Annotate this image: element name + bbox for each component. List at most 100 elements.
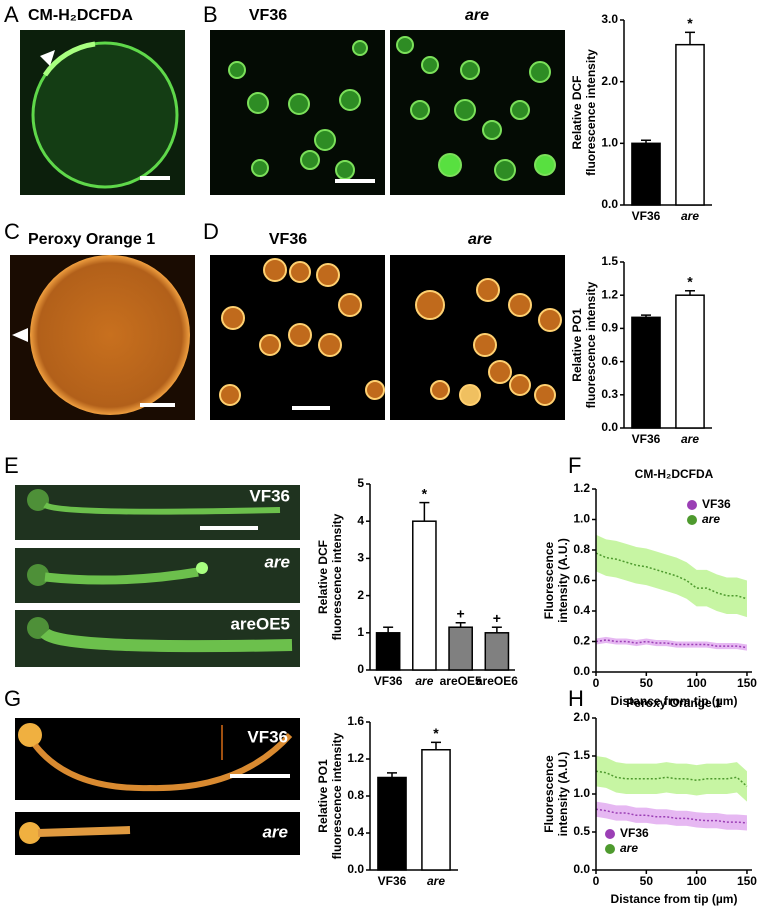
x-tick-label: 150 [737,676,757,690]
y-tick-label: 1.5 [573,748,590,762]
image-label: VF36 [247,727,288,746]
x-tick-label: VF36 [632,432,661,446]
image-label: VF36 [249,7,287,24]
panel-letter: B [203,2,218,27]
image-label: are [465,7,489,24]
significance-mark: * [433,725,439,741]
micrograph [20,30,185,195]
bar [675,43,705,206]
legend-label: are [620,841,638,855]
y-tick-label: 2 [357,588,364,602]
legend-label: VF36 [702,497,731,511]
x-tick-label: areOE5 [440,674,482,688]
image-label: CM-H₂DCFDA [28,7,133,24]
x-tick-label: are [427,874,445,888]
y-axis-label: fluorescence intensity [330,732,344,859]
bar [412,520,437,671]
x-tick-label: 150 [737,874,757,888]
micrograph [10,255,195,420]
micrograph [210,30,565,195]
bar [631,142,661,206]
chart-title: Peroxy Orange 1 [626,696,722,710]
y-tick-label: 3 [357,551,364,565]
y-tick-label: 1.2 [601,287,618,301]
y-tick-label: 1.6 [347,714,364,728]
y-axis-label: fluorescence intensity [584,281,598,408]
legend-marker [687,500,697,510]
bar [448,626,473,671]
x-tick-label: 50 [640,676,654,690]
panel-letter: F [568,453,581,478]
legend-label: are [702,512,720,526]
y-axis-label: fluorescence intensity [330,513,344,640]
y-tick-label: 0.8 [573,542,590,556]
error-band [596,801,747,831]
y-tick-label: 0.4 [347,825,364,839]
y-tick-label: 0.6 [601,354,618,368]
panel-letter: H [568,686,584,711]
bar [421,749,451,871]
micrograph [15,718,300,855]
x-tick-label: 100 [687,874,707,888]
y-axis-label: Fluorescence [542,541,556,619]
y-tick-label: 1.0 [573,512,590,526]
y-tick-label: 0.0 [347,862,364,876]
significance-mark: * [422,485,428,501]
y-tick-label: 0.4 [573,603,590,617]
y-axis-label: Relative PO1 [570,308,584,382]
bar [484,632,510,671]
panel-letter: D [203,219,219,244]
x-axis-label: Distance from tip (µm) [611,892,738,906]
legend-label: VF36 [620,826,649,840]
y-tick-label: 1.2 [573,481,590,495]
significance-mark: + [457,605,465,621]
y-axis-label: intensity (A.U.) [556,538,570,623]
y-tick-label: 2.0 [601,74,618,88]
series-line [595,808,748,824]
significance-mark: * [687,15,693,31]
legend-marker [605,829,615,839]
y-axis-label: Relative PO1 [316,759,330,833]
y-tick-label: 0.6 [573,573,590,587]
y-axis-label: fluorescence intensity [584,49,598,176]
y-tick-label: 0.5 [573,824,590,838]
y-tick-label: 0 [357,662,364,676]
y-axis-label: Relative DCF [316,540,330,614]
y-tick-label: 1.2 [347,751,364,765]
panel-letter: G [4,686,21,711]
legend-marker [687,515,697,525]
significance-mark: * [687,273,693,289]
y-tick-label: 2.0 [573,710,590,724]
image-label: are [468,231,492,248]
panel-letter: A [4,2,19,27]
micrograph [210,255,565,420]
panel-letter: C [4,219,20,244]
error-band [596,534,747,618]
y-tick-label: 0.0 [573,862,590,876]
y-tick-label: 1.5 [601,254,618,268]
y-tick-label: 4 [357,513,364,527]
y-tick-label: 0.3 [601,387,618,401]
y-tick-label: 0.0 [601,197,618,211]
image-label: Peroxy Orange 1 [28,231,155,248]
image-label: are [264,552,290,571]
y-tick-label: 0.9 [601,321,618,335]
x-tick-label: are [681,432,699,446]
x-tick-label: areOE6 [476,674,518,688]
y-tick-label: 1 [357,625,364,639]
series-line [595,770,748,787]
y-axis-label: Fluorescence [542,755,556,833]
panel-letter: E [4,453,19,478]
y-tick-label: 5 [357,476,364,490]
x-tick-label: 0 [593,874,600,888]
y-tick-label: 0.0 [573,664,590,678]
x-tick-label: VF36 [632,209,661,223]
significance-mark: + [493,610,501,626]
y-tick-label: 1.0 [601,136,618,150]
y-tick-label: 0.2 [573,634,590,648]
y-tick-label: 1.0 [573,786,590,800]
x-tick-label: 0 [593,676,600,690]
bar [377,776,407,871]
y-axis-label: Relative DCF [570,75,584,149]
